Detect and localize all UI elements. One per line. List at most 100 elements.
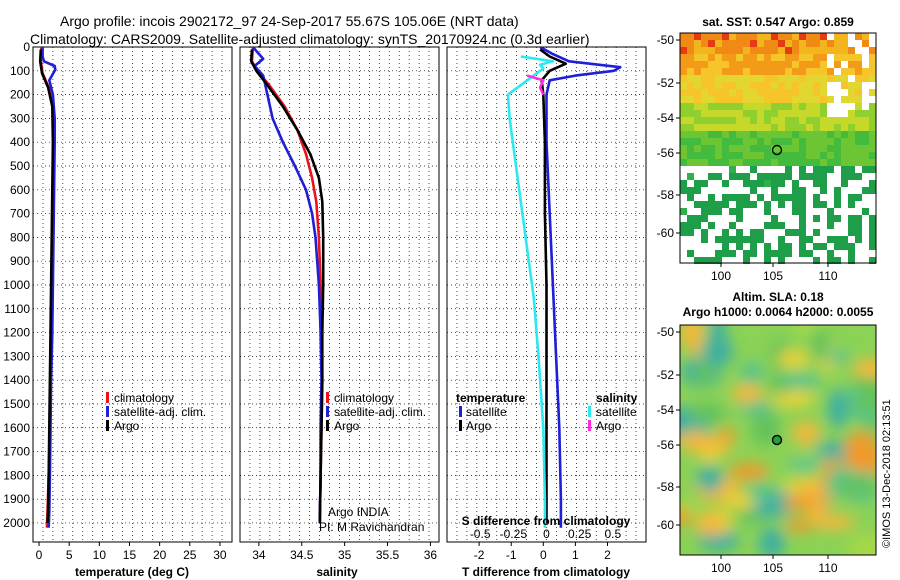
sla-map-cells	[680, 325, 876, 555]
sst-map-title: sat. SST: 0.547 Argo: 0.859	[702, 15, 854, 29]
sst-cell	[694, 89, 701, 96]
sst-cell	[799, 110, 806, 117]
sst-cell	[785, 103, 792, 110]
sst-cell	[848, 194, 855, 201]
sst-cell	[764, 110, 771, 117]
sst-cell	[799, 173, 806, 180]
sst-cell	[708, 47, 715, 54]
sla-blob	[847, 533, 876, 555]
sst-cell	[855, 229, 862, 236]
sst-cell	[799, 243, 806, 250]
sst-cell	[848, 131, 855, 138]
depth-tick-label: 300	[10, 111, 30, 125]
sst-cell	[855, 145, 862, 152]
sst-cell	[687, 229, 694, 236]
sst-cell	[813, 257, 820, 264]
sst-cell	[736, 110, 743, 117]
sst-cell	[694, 110, 701, 117]
sst-cell	[799, 33, 806, 40]
sst-cell	[869, 166, 876, 173]
sst-cell	[848, 89, 855, 96]
sst-cell	[764, 82, 771, 89]
sst-cell	[701, 159, 708, 166]
sst-cell	[694, 201, 701, 208]
sst-cell	[785, 250, 792, 257]
sst-cell	[778, 250, 785, 257]
profile-lines	[38, 47, 622, 528]
sst-cell	[869, 145, 876, 152]
sst-cell	[687, 61, 694, 68]
sst-cell	[701, 257, 708, 264]
sst-cell	[687, 117, 694, 124]
sst-cell	[848, 229, 855, 236]
sst-cell	[813, 159, 820, 166]
sst-cell	[743, 173, 750, 180]
sst-cell	[855, 33, 862, 40]
sst-cell	[778, 194, 785, 201]
sst-cell	[841, 124, 848, 131]
sst-cell	[750, 201, 757, 208]
sst-cell	[722, 40, 729, 47]
sst-cell	[722, 61, 729, 68]
latitude-label: -58	[657, 188, 675, 202]
legend-swatch-argo	[326, 420, 329, 431]
sst-cell	[708, 89, 715, 96]
sst-cell	[792, 117, 799, 124]
sst-cell	[841, 145, 848, 152]
legend-label-s-satellite: satellite	[596, 405, 637, 419]
sst-cell	[750, 89, 757, 96]
sst-cell	[855, 89, 862, 96]
argo-position-marker	[771, 434, 783, 446]
sst-cell	[729, 96, 736, 103]
sst-cell	[729, 222, 736, 229]
sla-blob	[780, 373, 822, 389]
sst-cell	[694, 124, 701, 131]
legend-swatch-satellite	[106, 406, 109, 417]
depth-tick-label: 2000	[3, 516, 30, 530]
sst-cell	[701, 117, 708, 124]
sst-cell	[722, 89, 729, 96]
sst-cell	[680, 89, 687, 96]
sst-cell	[834, 61, 841, 68]
x-tick-label: 25	[183, 548, 197, 562]
depth-tick-label: 400	[10, 135, 30, 149]
sst-cell	[757, 96, 764, 103]
sst-cell	[820, 201, 827, 208]
sst-cell	[785, 243, 792, 250]
sst-cell	[750, 117, 757, 124]
sst-cell	[680, 131, 687, 138]
sst-cell	[757, 173, 764, 180]
sst-cell	[834, 138, 841, 145]
sst-cell	[715, 54, 722, 61]
sst-cell	[757, 61, 764, 68]
sst-cell	[729, 208, 736, 215]
sst-cell	[750, 229, 757, 236]
sst-cell	[750, 54, 757, 61]
sla-blob	[746, 483, 777, 502]
sst-cell	[743, 257, 750, 264]
sst-cell	[764, 117, 771, 124]
sst-cell	[869, 180, 876, 187]
sst-cell	[680, 229, 687, 236]
sst-cell	[771, 173, 778, 180]
sst-cell	[764, 208, 771, 215]
sst-cell	[715, 103, 722, 110]
sst-cell	[743, 110, 750, 117]
sst-cell	[680, 40, 687, 47]
sst-cell	[855, 75, 862, 82]
sst-cell	[722, 194, 729, 201]
sst-cell	[792, 75, 799, 82]
sst-cell	[736, 96, 743, 103]
latitude-label: -58	[657, 480, 675, 494]
sst-cell	[736, 47, 743, 54]
legend-label-argo: Argo	[334, 419, 360, 433]
sst-cell	[785, 110, 792, 117]
sst-cell	[715, 33, 722, 40]
sst-cell	[743, 103, 750, 110]
sla-map-title-2: Argo h1000: 0.0064 h2000: 0.0055	[683, 305, 874, 319]
sst-cell	[820, 82, 827, 89]
sst-cell	[701, 208, 708, 215]
sst-cell	[806, 40, 813, 47]
sst-cell	[792, 229, 799, 236]
sst-cell	[785, 159, 792, 166]
